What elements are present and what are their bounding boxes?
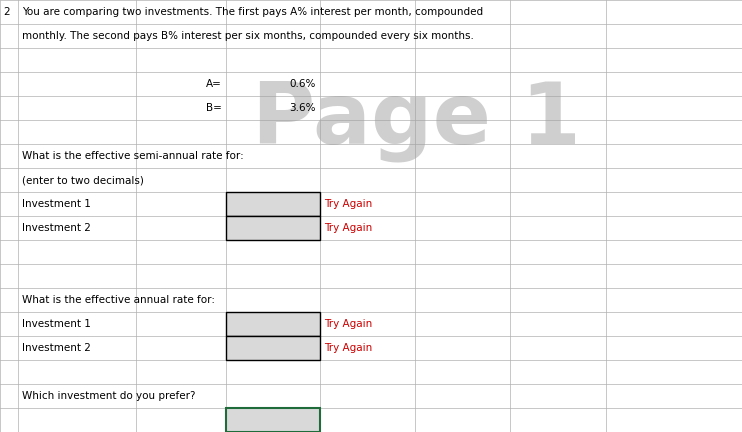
Bar: [226, 192, 320, 216]
Bar: [226, 216, 320, 240]
Text: Investment 1: Investment 1: [22, 319, 91, 329]
Text: B=: B=: [206, 103, 222, 113]
Text: 2: 2: [3, 7, 10, 17]
Text: 0.6%: 0.6%: [289, 79, 316, 89]
Text: What is the effective semi-annual rate for:: What is the effective semi-annual rate f…: [22, 151, 244, 161]
Text: Investment 2: Investment 2: [22, 343, 91, 353]
Text: (enter to two decimals): (enter to two decimals): [22, 175, 144, 185]
Text: What is the effective annual rate for:: What is the effective annual rate for:: [22, 295, 215, 305]
Bar: [226, 336, 320, 360]
Text: Which investment do you prefer?: Which investment do you prefer?: [22, 391, 195, 401]
Text: You are comparing two investments. The first pays A% interest per month, compoun: You are comparing two investments. The f…: [22, 7, 483, 17]
Text: Investment 2: Investment 2: [22, 223, 91, 233]
Text: Page 1: Page 1: [252, 79, 580, 162]
Text: Try Again: Try Again: [324, 319, 372, 329]
Text: Try Again: Try Again: [324, 343, 372, 353]
Text: Try Again: Try Again: [324, 199, 372, 209]
Bar: [226, 312, 320, 336]
Text: A=: A=: [206, 79, 222, 89]
Text: 3.6%: 3.6%: [289, 103, 316, 113]
Text: monthly. The second pays B% interest per six months, compounded every six months: monthly. The second pays B% interest per…: [22, 31, 474, 41]
Bar: [226, 408, 320, 432]
Text: Try Again: Try Again: [324, 223, 372, 233]
Text: Investment 1: Investment 1: [22, 199, 91, 209]
